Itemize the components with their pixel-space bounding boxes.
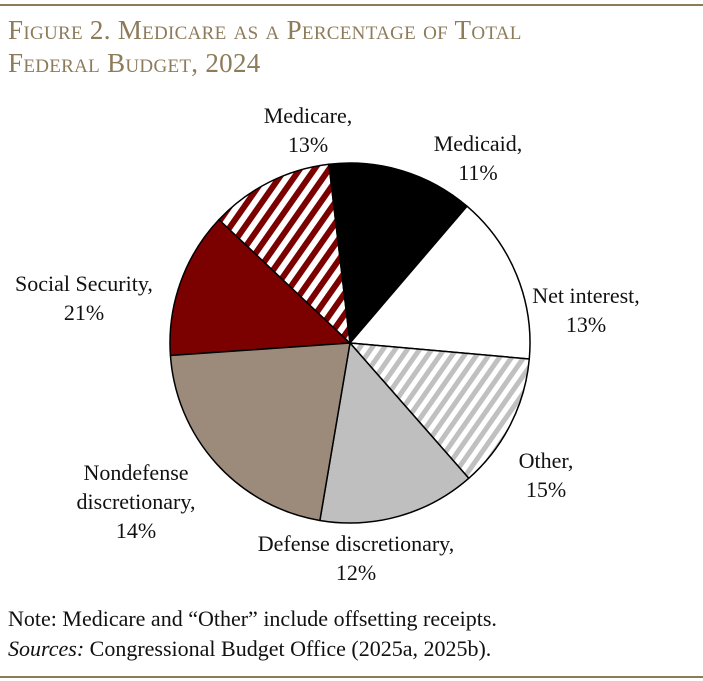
slice-label-defense-discretionary: Defense discretionary, 12%: [258, 531, 455, 585]
bottom-rule: [0, 676, 703, 678]
top-rule: [0, 4, 703, 6]
slice-label-line: Defense discretionary,: [258, 531, 455, 556]
pie-slice-social-security: [169, 342, 351, 522]
slice-label-net-interest: Net interest, 13%: [532, 283, 640, 337]
pie-slice-net-interest: [328, 162, 468, 344]
slice-label-nondefense-discretionary: Nondefense discretionary, 14%: [77, 460, 196, 543]
footnotes: Note: Medicare and “Other” include offse…: [8, 604, 497, 664]
slice-label-line: Net interest,: [532, 283, 640, 308]
slice-label-line: 15%: [526, 477, 566, 502]
slice-label-line: Medicaid,: [434, 131, 523, 156]
slice-label-line: 21%: [64, 300, 104, 325]
slice-label-line: 11%: [458, 160, 498, 185]
sources-line: Sources: Congressional Budget Office (20…: [8, 634, 497, 664]
pie-chart: Medicare, 13% Medicaid, 11% Net interest, 13%…: [15, 103, 640, 585]
slice-label-line: discretionary,: [77, 489, 196, 514]
note-text: Note: Medicare and “Other” include offse…: [8, 606, 497, 631]
slice-label-medicaid: Medicaid, 11%: [434, 131, 523, 185]
figure-title-line-2: Federal Budget, 2024: [8, 48, 261, 78]
pie-slice-medicare: [169, 218, 351, 357]
sources-text: Congressional Budget Office (2025a, 2025…: [84, 636, 492, 661]
pie-slices: [169, 162, 531, 524]
figure-title: Figure 2. Medicare as a Percentage of To…: [8, 14, 698, 80]
figure-title-line-1: Figure 2. Medicare as a Percentage of To…: [8, 15, 522, 45]
pie-slice-defense-discretionary: [349, 342, 531, 480]
slice-label-line: Medicare,: [264, 103, 353, 128]
slice-label-line: Nondefense: [83, 460, 188, 485]
slice-label-social-security: Social Security, 21%: [15, 271, 153, 325]
slice-label-line: 13%: [288, 132, 328, 157]
slice-label-line: Other,: [519, 448, 574, 473]
slice-label-line: Social Security,: [15, 271, 153, 296]
pie-slice-nondefense-discretionary: [319, 342, 470, 524]
slice-label-line: 13%: [566, 312, 606, 337]
slice-label-line: 12%: [336, 560, 376, 585]
pie-slice-other: [349, 205, 531, 360]
pie-slice-medicaid: [218, 163, 351, 344]
sources-label: Sources:: [8, 636, 85, 661]
slice-label-medicare: Medicare, 13%: [264, 103, 353, 157]
slice-label-other: Other, 15%: [519, 448, 574, 502]
slice-label-line: 14%: [116, 518, 156, 543]
pie-labels: Medicare, 13% Medicaid, 11% Net interest, 13%…: [15, 103, 640, 585]
